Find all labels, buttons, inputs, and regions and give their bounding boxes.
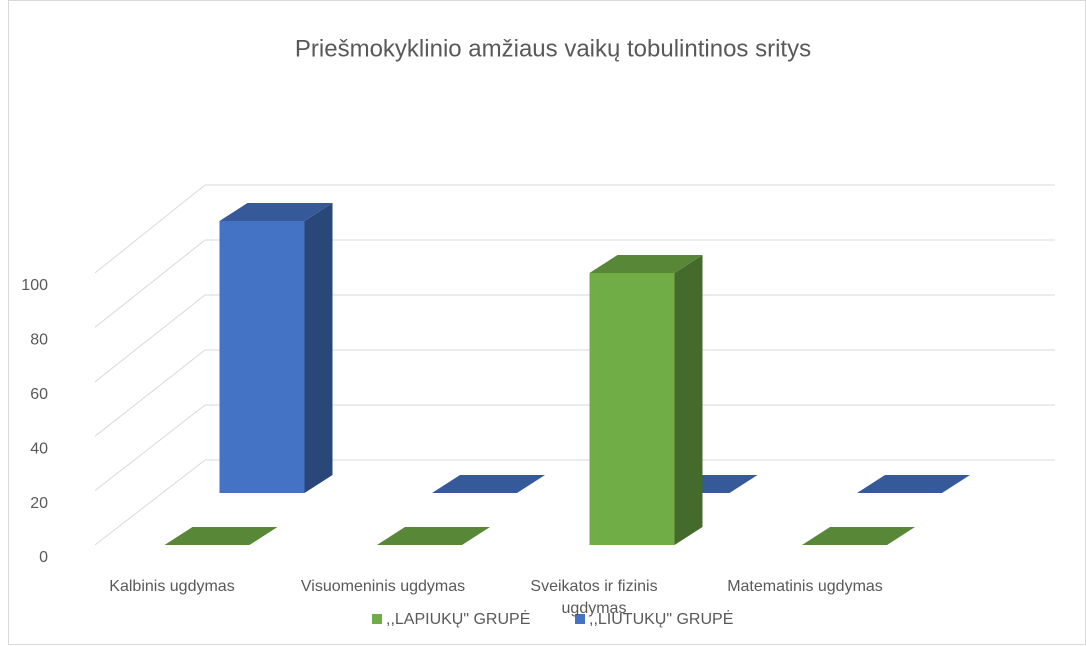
x-tick-label: Matematinis ugdymas (727, 578, 883, 595)
bar-top (164, 527, 278, 545)
grid-line (94, 404, 206, 491)
legend-label: ,,LIUTUKŲ" GRUPĖ (589, 609, 733, 628)
legend-swatch (372, 614, 382, 624)
grid-line (94, 459, 206, 546)
bar-top (219, 203, 333, 221)
bar-front (589, 273, 675, 545)
grid-line (94, 184, 206, 274)
bar-top (432, 475, 545, 493)
y-tick-label: 60 (30, 386, 48, 403)
chart-title: Priešmokyklinio amžiaus vaikų tobulintin… (295, 35, 811, 62)
x-tick-label: Kalbinis ugdymas (109, 578, 235, 595)
y-tick-label: 100 (21, 277, 48, 294)
x-tick-label: Visuomeninis ugdymas (300, 578, 466, 595)
y-tick-label: 80 (30, 332, 48, 349)
y-tick-label: 40 (30, 440, 48, 457)
bar-top (589, 255, 703, 273)
y-tick-label: 20 (30, 495, 48, 512)
x-tick-label: Sveikatos ir fizinis ugdymas (530, 578, 658, 617)
grid-line (94, 349, 206, 437)
bar-top (377, 527, 490, 545)
legend-swatch (575, 614, 585, 624)
legend-label: ,,LAPIUKŲ" GRUPĖ (386, 609, 530, 628)
bar-top (802, 527, 915, 545)
grid-line (94, 294, 206, 383)
y-tick-label: 0 (39, 549, 48, 566)
bar-side (304, 203, 333, 493)
bar-side (674, 255, 703, 545)
grid-line (94, 239, 206, 328)
bar-top (857, 475, 970, 493)
bar-front (219, 221, 305, 493)
